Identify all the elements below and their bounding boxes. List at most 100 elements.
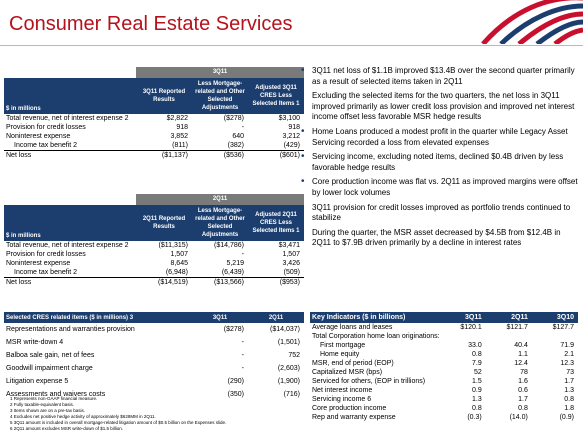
cell: (1,900) [277, 378, 300, 385]
cell: ($14,786) [214, 242, 244, 249]
footnote: 6 2Q11 amount excludes MSR write-down of… [10, 426, 123, 431]
cell: 1.7 [518, 396, 528, 403]
cell: (2,603) [277, 365, 300, 372]
column-header: Less Mortgage-related and Other Selected… [192, 78, 248, 114]
cell: $127.7 [552, 324, 574, 331]
cell: 0.6 [518, 387, 528, 394]
table-row: Net loss ($1,137) ($536) ($601) [4, 151, 304, 161]
column-header: $ in millions [4, 78, 136, 114]
row-label: Rep and warranty expense [312, 414, 396, 421]
table-row: Net loss ($14,519) ($13,566) ($953) [4, 278, 304, 288]
row-label: Balboa sale gain, net of fees [6, 352, 95, 359]
cell: 2.1 [564, 351, 574, 358]
header-rule [0, 45, 583, 46]
table-row: Average loans and leases $120.1 $121.7 $… [310, 323, 578, 332]
row-label: Total revenue, net of interest expense 2 [6, 242, 129, 249]
page-title: Consumer Real Estate Services [9, 13, 293, 35]
table-row: Capitalized MSR (bps) 52 78 73 [310, 368, 578, 377]
footnotes: 1 Represents non-GAAP financial measure.… [6, 396, 306, 432]
cell: - [241, 124, 244, 131]
table-row: Income tax benefit 2 (811) (382) (429) [4, 141, 304, 151]
table-row: MSR write-down 4 - (1,501) [4, 336, 304, 349]
row-label: Income tax benefit 2 [4, 141, 136, 151]
row-label: Net loss [6, 279, 32, 286]
column-header: 2Q11 [485, 312, 532, 323]
column-header: 3Q11 Reported Results [136, 78, 192, 114]
cell: (509) [248, 268, 304, 278]
row-label: Provision for credit losses [6, 251, 86, 258]
cell: 918 [176, 124, 188, 131]
cell: 7.9 [472, 360, 482, 367]
cell: (6,439) [192, 268, 248, 278]
row-label: Goodwill impairment charge [6, 365, 93, 372]
table-2q11: 2Q11 $ in millions 2Q11 Reported Results… [4, 194, 304, 287]
cell: (6,948) [136, 268, 192, 278]
cell: 1.5 [472, 378, 482, 385]
cell: (1,501) [277, 339, 300, 346]
footnote: 2 Fully taxable-equivalent basis. [10, 402, 75, 407]
cell: $3,471 [278, 242, 300, 249]
footnote: 4 Excludes net positive hedge activity o… [10, 414, 156, 419]
cell [486, 332, 532, 341]
cell: 1.8 [564, 405, 574, 412]
table-row: Total revenue, net of interest expense 2… [4, 241, 304, 250]
footnote: 3 Items shown are on a pre-tax basis. [10, 408, 86, 413]
cell: ($536) [223, 152, 244, 159]
table-row: Rep and warranty expense (0.3) (14.0) (0… [310, 413, 578, 422]
cell: 73 [566, 369, 574, 376]
cell: $120.1 [460, 324, 482, 331]
bullet-item: Home Loans produced a modest profit in t… [300, 127, 578, 148]
table-row: Noninterest expense 3,852 640 3,212 [4, 132, 304, 141]
cell: 1.3 [472, 396, 482, 403]
row-label: Noninterest expense [6, 133, 71, 140]
cell: (382) [192, 141, 248, 151]
cell: 33.0 [468, 342, 482, 349]
cell: - [241, 352, 244, 359]
cell: ($1,137) [161, 152, 188, 159]
cell: 1,507 [282, 251, 300, 258]
cell: 52 [473, 369, 482, 376]
cell: (350) [227, 391, 244, 398]
table-row: Representations and warranties provision… [4, 323, 304, 336]
cell: 1.6 [518, 378, 528, 385]
cell: 640 [232, 133, 244, 140]
table-row: Assessments and waivers costs (350) (716… [4, 388, 304, 401]
commentary-bullets: 3Q11 net loss of $1.1B improved $13.4B o… [300, 66, 578, 253]
cell: 1.1 [518, 351, 528, 358]
column-header: Less Mortgage-related and Other Selected… [192, 205, 248, 241]
row-label: Income tax benefit 2 [4, 268, 136, 278]
table-3q11: 3Q11 $ in millions 3Q11 Reported Results… [4, 67, 304, 160]
bullet-item: Excluding the selected items for the two… [300, 91, 578, 123]
cell: 1.7 [564, 378, 574, 385]
cell: 1,507 [170, 251, 188, 258]
cell: 0.9 [472, 387, 482, 394]
column-header: Key Indicators ($ in billions) [310, 312, 440, 323]
bullet-item: During the quarter, the MSR asset decrea… [300, 228, 578, 249]
cell: ($11,315) [158, 242, 188, 249]
column-header: $ in millions [4, 205, 136, 241]
cell: (429) [248, 141, 304, 151]
bullet-item: 3Q11 provision for credit losses improve… [300, 203, 578, 224]
cell [532, 332, 578, 341]
table-row: Total revenue, net of interest expense 2… [4, 114, 304, 123]
cell: 78 [520, 369, 528, 376]
row-label: Litigation expense 5 [6, 378, 69, 385]
column-header: Adjusted 2Q11 CRES Less Selected Items 1 [248, 205, 304, 241]
cell: 0.8 [472, 351, 482, 358]
row-label: Home equity [320, 351, 360, 358]
table-row: Net interest income 0.9 0.6 1.3 [310, 386, 578, 395]
cell: 12.3 [560, 360, 574, 367]
row-label: Serviced for others, (EOP in trillions) [312, 378, 426, 385]
cell: - [241, 339, 244, 346]
cell: 3,852 [170, 133, 188, 140]
row-label: Noninterest expense [6, 260, 71, 267]
cell: 8,645 [170, 260, 188, 267]
row-label: Net interest income [312, 387, 373, 394]
cell: 918 [288, 124, 300, 131]
cell: 752 [288, 352, 300, 359]
group-header: 2Q11 [136, 194, 304, 205]
footnote: 1 Represents non-GAAP financial measure. [10, 396, 98, 401]
table-row: Core production income 0.8 0.8 1.8 [310, 404, 578, 413]
cell: $3,100 [278, 115, 300, 122]
column-header: 3Q10 [531, 312, 578, 323]
